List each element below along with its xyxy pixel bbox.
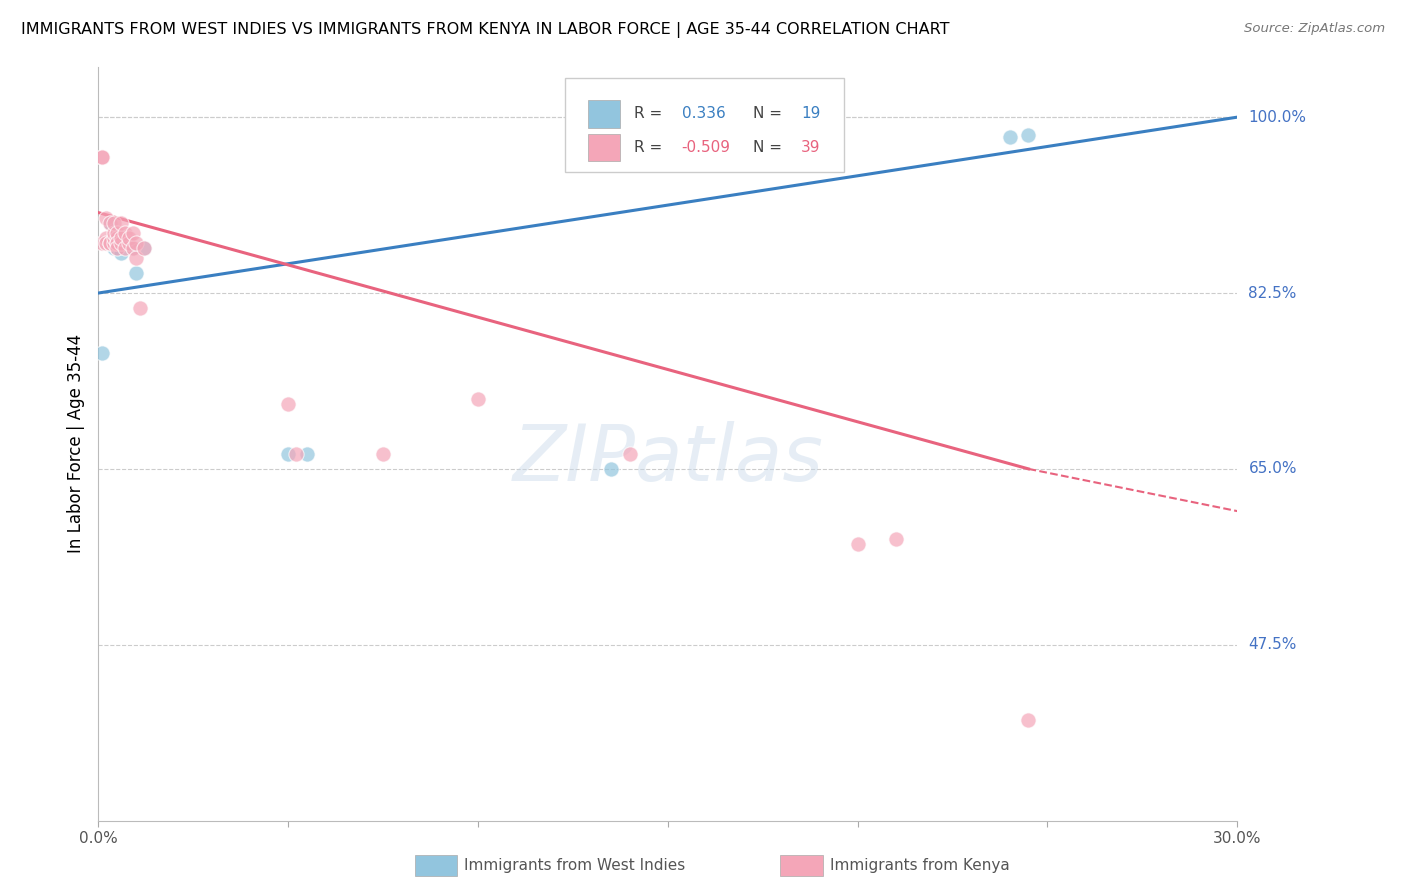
Point [107, 235, 129, 250]
Point [98, 235, 121, 250]
Point [132, 241, 155, 255]
Point [103, 241, 125, 255]
Point [91, 235, 114, 250]
Point [1018, 713, 1040, 727]
Point [103, 216, 125, 230]
Text: 65.0%: 65.0% [1249, 461, 1296, 476]
Text: N =: N = [754, 140, 782, 155]
Text: Immigrants from Kenya: Immigrants from Kenya [830, 858, 1010, 872]
Point [118, 235, 141, 250]
Point [110, 245, 132, 260]
Text: ZIPatlas: ZIPatlas [512, 421, 824, 497]
Point [277, 447, 299, 461]
Point [110, 235, 132, 250]
Point [98, 216, 121, 230]
Point [884, 533, 907, 547]
Text: 47.5%: 47.5% [1249, 637, 1296, 652]
Text: IMMIGRANTS FROM WEST INDIES VS IMMIGRANTS FROM KENYA IN LABOR FORCE | AGE 35-44 : IMMIGRANTS FROM WEST INDIES VS IMMIGRANT… [21, 22, 949, 38]
Point [118, 231, 141, 245]
Text: -0.509: -0.509 [682, 140, 731, 155]
FancyBboxPatch shape [588, 100, 620, 128]
Point [98, 216, 121, 230]
Point [125, 235, 148, 250]
Point [114, 235, 136, 250]
Point [371, 447, 394, 461]
FancyBboxPatch shape [588, 134, 620, 161]
Point [94, 211, 117, 225]
Point [297, 447, 319, 461]
Point [121, 226, 143, 240]
Point [125, 266, 148, 280]
Point [107, 226, 129, 240]
Point [110, 231, 132, 245]
Point [118, 235, 141, 250]
Text: 19: 19 [801, 106, 821, 121]
Text: R =: R = [634, 140, 662, 155]
Point [103, 226, 125, 240]
Text: Source: ZipAtlas.com: Source: ZipAtlas.com [1244, 22, 1385, 36]
Point [107, 235, 129, 250]
Point [284, 447, 307, 461]
Text: Immigrants from West Indies: Immigrants from West Indies [464, 858, 685, 872]
Point [94, 235, 117, 250]
Point [998, 130, 1021, 145]
Point [467, 392, 489, 406]
Point [103, 231, 125, 245]
Point [129, 301, 152, 315]
Point [91, 150, 114, 164]
Point [107, 241, 129, 255]
Point [846, 537, 869, 551]
Y-axis label: In Labor Force | Age 35-44: In Labor Force | Age 35-44 [66, 334, 84, 553]
Text: R =: R = [634, 106, 662, 121]
Point [110, 216, 132, 230]
Point [1018, 128, 1040, 143]
Point [277, 396, 299, 410]
Point [132, 241, 155, 255]
Point [118, 235, 141, 250]
Text: 39: 39 [801, 140, 821, 155]
Point [114, 241, 136, 255]
FancyBboxPatch shape [565, 78, 845, 172]
Point [600, 462, 623, 476]
Point [110, 235, 132, 250]
Point [110, 235, 132, 250]
Point [114, 226, 136, 240]
Point [121, 241, 143, 255]
Text: 0.336: 0.336 [682, 106, 725, 121]
Point [107, 241, 129, 255]
Point [107, 231, 129, 245]
Text: 82.5%: 82.5% [1249, 285, 1296, 301]
Point [121, 241, 143, 255]
Point [619, 447, 641, 461]
Point [91, 346, 114, 360]
Point [91, 150, 114, 164]
Text: 100.0%: 100.0% [1249, 110, 1306, 125]
Point [125, 251, 148, 265]
Point [103, 235, 125, 250]
Text: N =: N = [754, 106, 782, 121]
Point [98, 235, 121, 250]
Point [107, 235, 129, 250]
Point [94, 231, 117, 245]
